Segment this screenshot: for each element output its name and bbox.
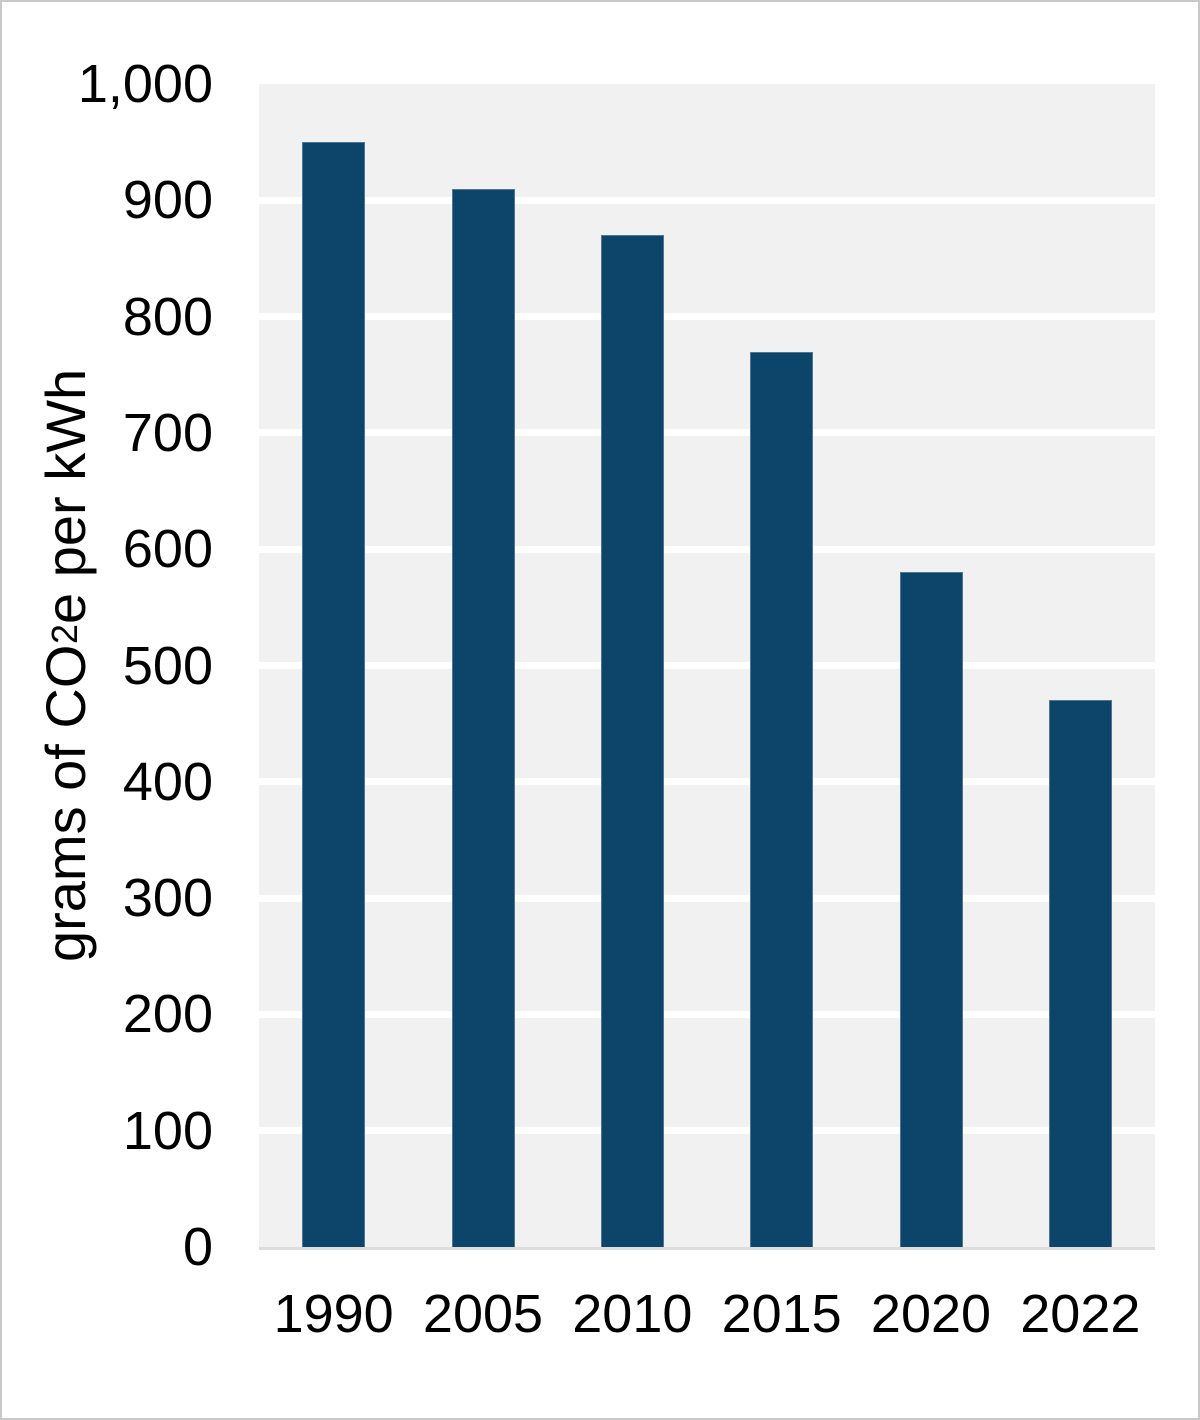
gridline-900 [259, 196, 1155, 204]
x-tick-label-1990: 1990 [273, 1284, 394, 1344]
gridline-300 [259, 894, 1155, 902]
y-tick-label-1000: 1,000 [77, 54, 213, 114]
bar-2015 [750, 351, 814, 1247]
gridline-400 [259, 778, 1155, 786]
y-tick-label-800: 800 [122, 286, 213, 347]
x-tick-label-2015: 2015 [721, 1284, 842, 1344]
y-tick-label-100: 100 [122, 1100, 213, 1161]
y-tick-label-900: 900 [122, 170, 213, 231]
gridline-500 [259, 662, 1155, 669]
x-tick-label-2020: 2020 [870, 1284, 992, 1344]
bar-1990 [302, 142, 366, 1247]
gridline-200 [259, 1010, 1155, 1018]
y-tick-label-200: 200 [122, 984, 213, 1045]
y-tick-label-300: 300 [122, 868, 213, 929]
bar-2022 [1048, 700, 1112, 1247]
y-tick-label-700: 700 [122, 402, 213, 463]
bar-2020 [899, 572, 963, 1247]
gridline-800 [259, 313, 1155, 321]
y-tick-label-500: 500 [122, 635, 213, 696]
y-tick-label-400: 400 [122, 751, 213, 812]
x-tick-label-2022: 2022 [1020, 1284, 1141, 1344]
gridline-700 [259, 429, 1155, 437]
bar-2005 [451, 188, 515, 1247]
x-tick-label-2005: 2005 [422, 1284, 544, 1344]
bar-2010 [600, 235, 664, 1247]
x-tick-label-2010: 2010 [572, 1284, 693, 1344]
plot-area [259, 84, 1155, 1250]
gridline-600 [259, 545, 1155, 553]
y-tick-label-600: 600 [122, 519, 213, 580]
y-tick-label-0: 0 [182, 1217, 213, 1277]
gridline-100 [259, 1127, 1155, 1135]
